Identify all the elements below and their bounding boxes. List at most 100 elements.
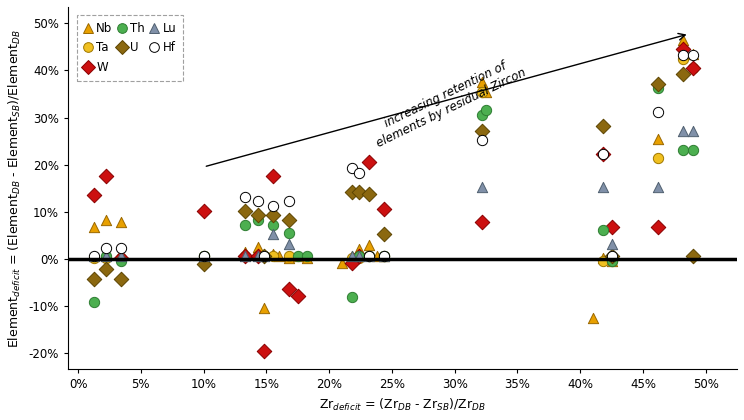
Point	[258, 347, 270, 354]
Point	[597, 258, 609, 265]
Point	[292, 253, 304, 260]
Point	[283, 229, 295, 236]
Point	[353, 189, 365, 195]
Point	[100, 173, 112, 180]
Point	[115, 219, 126, 226]
Point	[100, 245, 112, 252]
Point	[587, 314, 599, 321]
Point	[476, 88, 488, 95]
Point	[283, 217, 295, 223]
Point	[379, 231, 391, 238]
Point	[346, 253, 358, 260]
Point	[266, 231, 278, 238]
Point	[258, 253, 270, 260]
Point	[346, 260, 358, 267]
Point	[239, 193, 251, 200]
Point	[353, 253, 365, 260]
Point	[687, 127, 699, 134]
Point	[363, 253, 375, 260]
Point	[606, 258, 618, 265]
Point	[677, 37, 689, 43]
Point	[363, 159, 375, 165]
Point	[652, 184, 664, 191]
Point	[198, 253, 210, 260]
Point	[476, 137, 488, 144]
Point	[606, 258, 618, 265]
Point	[353, 170, 365, 176]
Point	[301, 253, 312, 260]
Point	[258, 253, 270, 260]
Point	[606, 223, 618, 230]
Point	[115, 258, 126, 265]
Point	[266, 221, 278, 228]
Point	[251, 198, 263, 205]
Point	[251, 244, 263, 250]
Point	[283, 255, 295, 261]
Point	[606, 258, 618, 265]
Point	[115, 275, 126, 282]
Point	[480, 88, 492, 95]
Point	[363, 253, 375, 260]
Point	[266, 251, 278, 257]
Point	[251, 212, 263, 219]
Point	[251, 253, 263, 260]
Legend: Nb, Ta, W, Th, U, Lu, Hf: Nb, Ta, W, Th, U, Lu, Hf	[77, 15, 183, 81]
Point	[100, 255, 112, 261]
Point	[363, 253, 375, 260]
Point	[258, 305, 270, 312]
Point	[258, 253, 270, 260]
Point	[100, 253, 112, 260]
Point	[89, 255, 100, 261]
Point	[379, 206, 391, 213]
Point	[687, 65, 699, 71]
Point	[652, 223, 664, 230]
Point	[346, 253, 358, 260]
Point	[346, 294, 358, 301]
Point	[198, 255, 210, 261]
Point	[89, 223, 100, 230]
Point	[115, 255, 126, 261]
Point	[115, 255, 126, 261]
Point	[476, 184, 488, 191]
Point	[353, 253, 365, 260]
Point	[363, 190, 375, 197]
Point	[266, 203, 278, 210]
Text: increasing retention of
elements by residual Zircon: increasing retention of elements by resi…	[368, 52, 528, 150]
Point	[652, 85, 664, 92]
Point	[239, 253, 251, 260]
Point	[379, 253, 391, 260]
Point	[379, 253, 391, 260]
Point	[363, 241, 375, 248]
Point	[346, 165, 358, 172]
Y-axis label: Element$_{deficit}$ = (Element$_{DB}$ - Element$_{SB}$)/Element$_{DB}$: Element$_{deficit}$ = (Element$_{DB}$ - …	[7, 29, 23, 348]
Point	[266, 173, 278, 180]
Point	[677, 127, 689, 134]
Point	[89, 299, 100, 305]
Point	[273, 253, 285, 260]
Point	[100, 217, 112, 223]
Point	[652, 80, 664, 87]
Point	[353, 253, 365, 260]
Point	[476, 127, 488, 134]
Point	[239, 221, 251, 228]
Point	[687, 65, 699, 71]
Point	[652, 154, 664, 161]
Point	[476, 219, 488, 226]
Point	[266, 253, 278, 260]
Point	[89, 253, 100, 260]
Point	[89, 275, 100, 282]
Point	[100, 253, 112, 260]
Point	[353, 255, 365, 261]
Point	[652, 108, 664, 115]
Point	[336, 260, 347, 267]
Point	[597, 255, 609, 261]
Point	[283, 198, 295, 205]
Point	[606, 240, 618, 247]
Point	[606, 253, 618, 260]
Point	[379, 253, 391, 260]
Point	[292, 253, 304, 260]
Point	[266, 212, 278, 219]
Point	[476, 112, 488, 118]
Point	[687, 52, 699, 59]
Point	[301, 255, 312, 261]
